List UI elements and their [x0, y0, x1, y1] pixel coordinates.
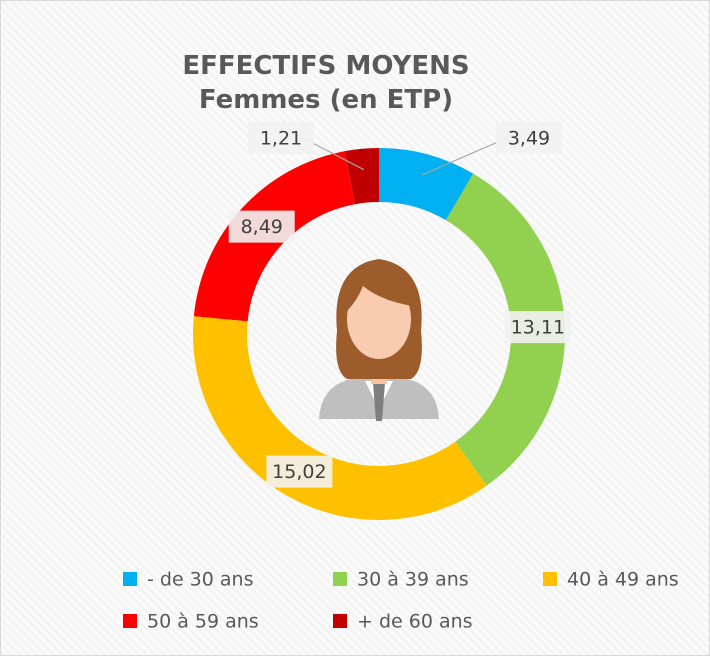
legend-label: 30 à 39 ans — [357, 569, 469, 591]
leader-line — [422, 137, 508, 176]
legend-swatch — [333, 572, 347, 586]
chart-title: EFFECTIFS MOYENS Femmes (en ETP) — [182, 51, 470, 115]
legend-label: 50 à 59 ans — [147, 611, 259, 633]
value-label-box — [496, 122, 562, 154]
value-label: 15,02 — [272, 461, 326, 483]
woman-icon — [319, 259, 439, 421]
value-label: 1,21 — [260, 128, 302, 150]
value-label-box — [266, 455, 333, 488]
legend-label: + de 60 ans — [357, 611, 473, 633]
value-label: 13,11 — [511, 317, 565, 339]
value-label-box — [228, 210, 295, 243]
value-label: 8,49 — [241, 216, 283, 238]
legend-label: - de 30 ans — [147, 569, 254, 591]
legend-label: 40 à 49 ans — [567, 569, 679, 591]
donut-slice — [445, 173, 565, 486]
donut-slice — [379, 148, 474, 221]
legend-swatch — [123, 572, 137, 586]
legend-swatch — [123, 614, 137, 628]
donut-slice — [344, 148, 379, 205]
value-label: 3,49 — [508, 128, 550, 150]
value-label-box — [248, 122, 314, 154]
legend-swatch — [333, 614, 347, 628]
value-label-box — [504, 311, 571, 344]
legend-swatch — [543, 572, 557, 586]
